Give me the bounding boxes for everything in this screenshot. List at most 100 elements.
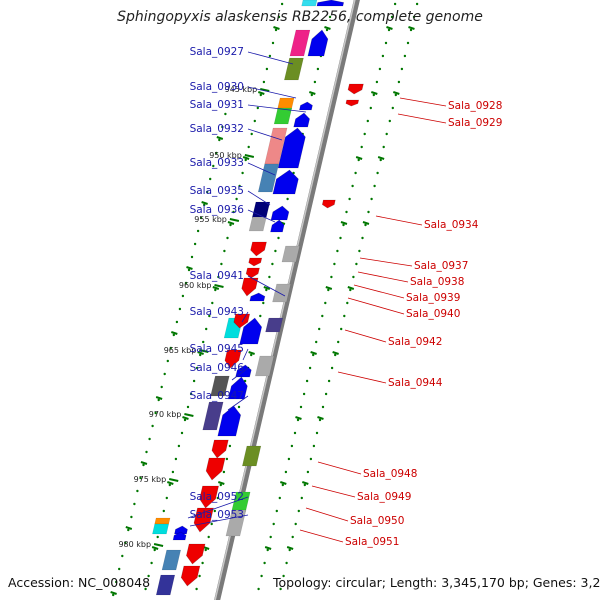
cog-block bbox=[254, 355, 275, 377]
guide-dot bbox=[206, 190, 209, 194]
guide-dot bbox=[222, 470, 226, 474]
right-gene-label: Sala_0934 bbox=[424, 219, 479, 231]
scale-label: 945 kbp bbox=[225, 85, 258, 94]
left-gene-label: Sala_0945 bbox=[190, 343, 244, 355]
guide-tick bbox=[227, 221, 235, 225]
guide-dot bbox=[210, 522, 213, 526]
guide-dot bbox=[290, 444, 294, 448]
guide-dot bbox=[184, 281, 188, 285]
guide-dot bbox=[172, 333, 175, 337]
guide-dot bbox=[268, 275, 271, 279]
cog-block bbox=[281, 245, 300, 263]
guide-dot bbox=[302, 392, 306, 396]
guide-dot bbox=[183, 418, 187, 422]
cog-block bbox=[152, 523, 170, 535]
guide-dot bbox=[337, 340, 340, 344]
guide-dot bbox=[156, 535, 159, 539]
cog-block bbox=[265, 317, 284, 333]
guide-dot bbox=[364, 223, 367, 227]
guide-dot bbox=[328, 15, 332, 19]
guide-dot bbox=[282, 574, 285, 578]
left-gene-leader bbox=[247, 190, 271, 206]
guide-dot bbox=[118, 567, 121, 571]
guide-dot bbox=[211, 301, 214, 305]
guide-dot bbox=[193, 242, 197, 246]
guide-dot bbox=[174, 457, 178, 461]
guide-dot bbox=[363, 132, 366, 136]
guide-dot bbox=[238, 184, 241, 188]
right-gene-leader bbox=[311, 485, 356, 498]
guide-dot bbox=[271, 262, 274, 266]
right-gene-label: Sala_0928 bbox=[448, 100, 502, 112]
guide-dot bbox=[171, 470, 175, 474]
guide-dot bbox=[115, 580, 118, 584]
guide-tick bbox=[332, 351, 339, 355]
guide-dot bbox=[333, 262, 336, 266]
guide-dot bbox=[262, 80, 266, 84]
cog-block bbox=[273, 107, 293, 125]
guide-dot bbox=[316, 67, 320, 71]
reverse-gene-arrow bbox=[224, 349, 242, 369]
guide-dot bbox=[232, 210, 235, 214]
guide-dot bbox=[294, 522, 297, 526]
guide-dot bbox=[208, 314, 211, 318]
guide-dot bbox=[244, 158, 247, 162]
reverse-gene-arrow bbox=[211, 439, 229, 459]
scale-tick bbox=[229, 218, 240, 222]
left-gene-leader bbox=[189, 514, 249, 527]
guide-dot bbox=[340, 327, 343, 331]
left-gene-label: Sala_0941 bbox=[190, 270, 244, 282]
guide-dot bbox=[241, 171, 244, 175]
reverse-gene-arrow bbox=[321, 199, 336, 209]
guide-dot bbox=[160, 385, 163, 389]
left-gene-leader bbox=[247, 128, 283, 141]
guide-dot bbox=[372, 93, 375, 97]
guide-dot bbox=[136, 489, 139, 493]
scale-label: 975 kbp bbox=[134, 475, 167, 484]
guide-dot bbox=[259, 314, 262, 318]
right-gene-leader bbox=[353, 284, 405, 299]
guide-dot bbox=[299, 405, 303, 409]
reverse-gene-arrow bbox=[241, 277, 259, 297]
guide-dot bbox=[306, 470, 310, 474]
guide-dot bbox=[291, 535, 294, 539]
guide-dot bbox=[139, 476, 142, 480]
guide-dot bbox=[195, 366, 199, 370]
right-gene-leader bbox=[375, 215, 423, 226]
accession-label: Accession: NC_008048 bbox=[8, 575, 151, 590]
guide-dot bbox=[178, 307, 182, 311]
guide-dot bbox=[281, 483, 284, 487]
guide-tick bbox=[216, 136, 224, 140]
guide-dot bbox=[223, 249, 226, 253]
guide-tick bbox=[166, 481, 174, 485]
forward-gene-arrow bbox=[270, 205, 290, 221]
left-gene-leader bbox=[247, 86, 297, 99]
guide-tick bbox=[325, 286, 333, 290]
guide-dot bbox=[247, 145, 250, 149]
left-gene-label: Sala_0927 bbox=[190, 46, 244, 58]
left-gene-leader bbox=[227, 395, 249, 411]
guide-dot bbox=[190, 255, 194, 259]
guide-dot bbox=[274, 249, 277, 253]
right-gene-label: Sala_0929 bbox=[448, 117, 502, 129]
right-gene-label: Sala_0950 bbox=[350, 515, 404, 527]
guide-dot bbox=[180, 431, 184, 435]
guide-dot bbox=[250, 132, 253, 136]
forward-gene-arrow bbox=[239, 317, 263, 345]
guide-dot bbox=[207, 535, 210, 539]
guide-dot bbox=[229, 223, 232, 227]
guide-dot bbox=[390, 15, 394, 19]
guide-dot bbox=[318, 418, 322, 422]
guide-dot bbox=[379, 158, 382, 162]
guide-dot bbox=[150, 561, 153, 565]
guide-dot bbox=[262, 301, 265, 305]
guide-dot bbox=[218, 138, 221, 142]
guide-dot bbox=[195, 587, 198, 591]
guide-dot bbox=[192, 379, 196, 383]
guide-dot bbox=[221, 125, 224, 129]
guide-dot bbox=[375, 80, 379, 84]
guide-dot bbox=[305, 379, 309, 383]
guide-dot bbox=[384, 41, 388, 45]
guide-dot bbox=[148, 437, 151, 441]
guide-dot bbox=[187, 268, 191, 272]
